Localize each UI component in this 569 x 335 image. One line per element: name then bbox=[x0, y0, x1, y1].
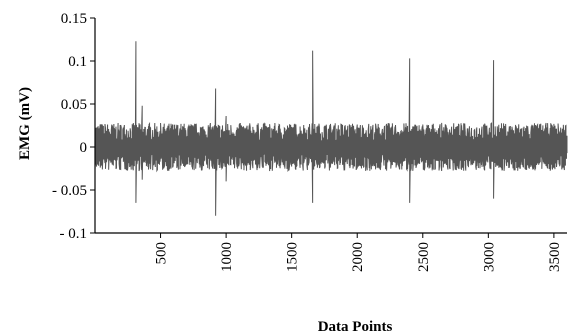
y-axis-title: EMG (mV) bbox=[17, 87, 33, 160]
x-tick-label: 3000 bbox=[481, 242, 497, 272]
y-axis-ticks: - 0.1 - 0.05 0 0.05 0.1 0.15 bbox=[52, 11, 95, 242]
y-tick-label: - 0.05 bbox=[52, 183, 87, 199]
x-tick-label: 2500 bbox=[416, 242, 432, 272]
x-axis-title: Data Points bbox=[318, 319, 393, 335]
y-tick-label: 0.1 bbox=[68, 54, 87, 70]
y-tick-label: 0.15 bbox=[61, 11, 87, 27]
x-tick-label: 1000 bbox=[219, 242, 235, 272]
x-axis-ticks: 500 1000 1500 2000 2500 3000 3500 bbox=[154, 233, 563, 272]
y-tick-label: 0 bbox=[80, 140, 88, 156]
x-tick-label: 2000 bbox=[350, 242, 366, 272]
x-tick-label: 1500 bbox=[285, 242, 301, 272]
y-tick-label: - 0.1 bbox=[60, 226, 88, 242]
y-tick-label: 0.05 bbox=[61, 97, 87, 113]
x-tick-label: 500 bbox=[154, 242, 170, 265]
x-tick-label: 3500 bbox=[547, 242, 563, 272]
emg-signal-line bbox=[94, 41, 568, 216]
